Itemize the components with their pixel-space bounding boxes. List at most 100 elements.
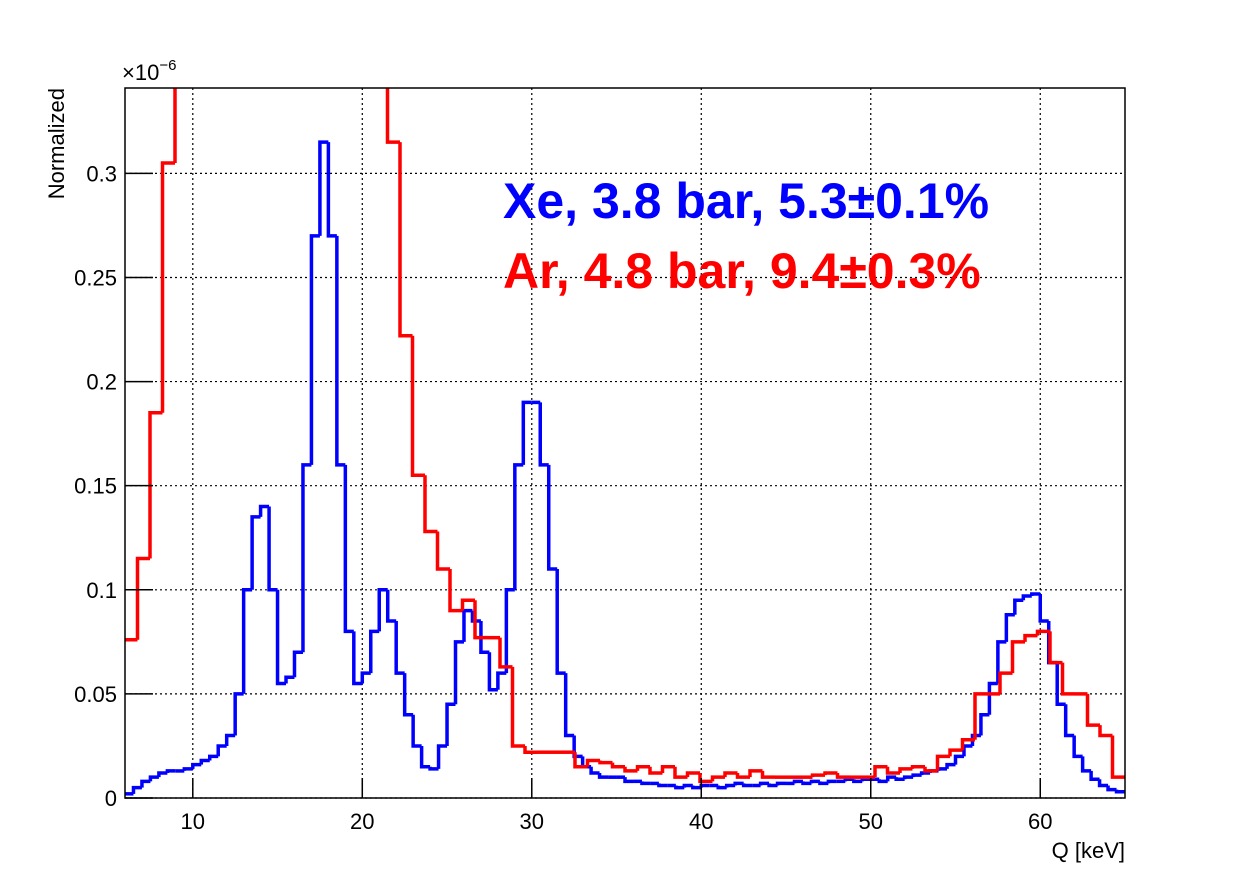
histogram-bin [1063, 704, 1075, 738]
histogram-bin [935, 754, 950, 771]
histogram-bin [902, 775, 914, 780]
histogram-bin [623, 777, 634, 784]
histogram-bin [987, 681, 998, 715]
x-tick-label: 10 [181, 809, 205, 834]
histogram-bin [1114, 789, 1125, 794]
histogram-bin [435, 531, 450, 571]
histogram-bin [140, 779, 151, 788]
x-tick-label: 60 [1028, 809, 1052, 834]
histogram-bin [1013, 598, 1024, 615]
histogram-bin [479, 621, 490, 655]
histogram-bin [724, 783, 736, 788]
histogram-bin [674, 785, 685, 790]
histogram-bin [148, 411, 163, 559]
histogram-bin [267, 506, 278, 592]
histogram-bin [673, 766, 688, 779]
histogram-bin [250, 515, 261, 590]
histogram-bin [411, 714, 422, 748]
histogram-bin [563, 673, 575, 738]
x-tick-label: 50 [859, 809, 883, 834]
histogram-bin [352, 631, 363, 686]
histogram-bin [470, 610, 481, 623]
histogram-bin [385, 589, 397, 623]
histogram-bin [1055, 662, 1066, 707]
histogram-bin [284, 675, 295, 684]
axes: 0 0.05 0.1 0.15 0.2 0.25 0.3 10 20 30 40 50 60 [74, 161, 1052, 834]
histogram-bin [801, 781, 812, 786]
histogram-bin [585, 758, 600, 767]
histogram-bin [360, 671, 371, 684]
histogram-bin [979, 712, 990, 736]
x-tick-label: 30 [520, 809, 544, 834]
histogram-bin [775, 781, 787, 786]
histogram-bin [301, 463, 312, 653]
x-tick-label: 20 [350, 809, 374, 834]
histogram-bin [448, 568, 463, 613]
y-tick-label: 0.3 [86, 161, 117, 186]
histogram-bin [157, 771, 168, 778]
histogram-bin [898, 767, 913, 774]
histogram-bin [1080, 756, 1092, 773]
y-tick-label: 0.2 [86, 370, 117, 395]
histogram-bin [735, 773, 750, 779]
multiplier-base: ×10 [122, 60, 159, 85]
histogram-bin [873, 765, 888, 778]
histogram-bin [835, 773, 850, 779]
legend-entry: Ar, 4.8 bar, 9.4±0.3% [503, 243, 981, 299]
histogram-bin [710, 775, 725, 782]
histogram-bin [970, 733, 981, 746]
histogram-bin [860, 777, 871, 782]
histogram-bin [423, 475, 438, 534]
histogram-bin [996, 640, 1007, 684]
histogram-bin [309, 234, 320, 465]
histogram-bin [1038, 593, 1049, 623]
histogram-bin [513, 463, 524, 590]
histogram-bin [885, 775, 897, 782]
histogram-bin [640, 781, 651, 786]
histogram-bin [910, 765, 925, 769]
histogram-bin [436, 744, 448, 769]
histogram-bin [1023, 633, 1038, 642]
histogram-bin [1035, 629, 1050, 636]
histogram-bin [741, 783, 753, 788]
histogram-bin [318, 140, 329, 236]
histogram-bin [960, 737, 975, 751]
histogram-bin [523, 745, 538, 754]
histogram-bin [573, 752, 588, 769]
histogram-bin [538, 402, 549, 467]
y-tick-label: 0.15 [74, 474, 117, 499]
x-axis-title: Q [keV] [1052, 838, 1125, 863]
histogram-bin [216, 744, 227, 757]
plot-frame [124, 87, 1126, 799]
histogram-bin [369, 629, 380, 674]
histogram-bin [496, 671, 507, 690]
histogram-bin [402, 673, 414, 717]
histogram-bin [767, 783, 778, 788]
y-axis-title: Normalized [44, 88, 69, 199]
histogram-bin [148, 775, 159, 782]
histogram-bin [398, 142, 413, 338]
histogram-bin [1010, 640, 1025, 674]
histogram-bin [698, 773, 713, 784]
histogram-bin [610, 762, 625, 769]
histogram-bin [657, 783, 668, 788]
y-tick-label: 0.05 [74, 682, 117, 707]
histogram-bin [660, 765, 675, 774]
histogram-bin [410, 335, 425, 478]
histogram-bin [760, 770, 775, 779]
histogram-bin [160, 161, 175, 413]
histogram-bin [792, 779, 803, 784]
y-tick-label: 0 [105, 786, 117, 811]
histogram-bin [716, 785, 727, 790]
histogram-bin [385, 88, 400, 144]
histogram-bin [394, 621, 405, 675]
histogram-bin [207, 754, 219, 761]
histogram-bin [460, 598, 475, 611]
histogram-bin [1072, 735, 1083, 759]
histogram-bin [758, 781, 770, 786]
histogram-bin [894, 777, 905, 782]
histogram-bin [258, 504, 270, 517]
histogram-bin [685, 771, 700, 778]
histogram-bin [953, 754, 964, 765]
